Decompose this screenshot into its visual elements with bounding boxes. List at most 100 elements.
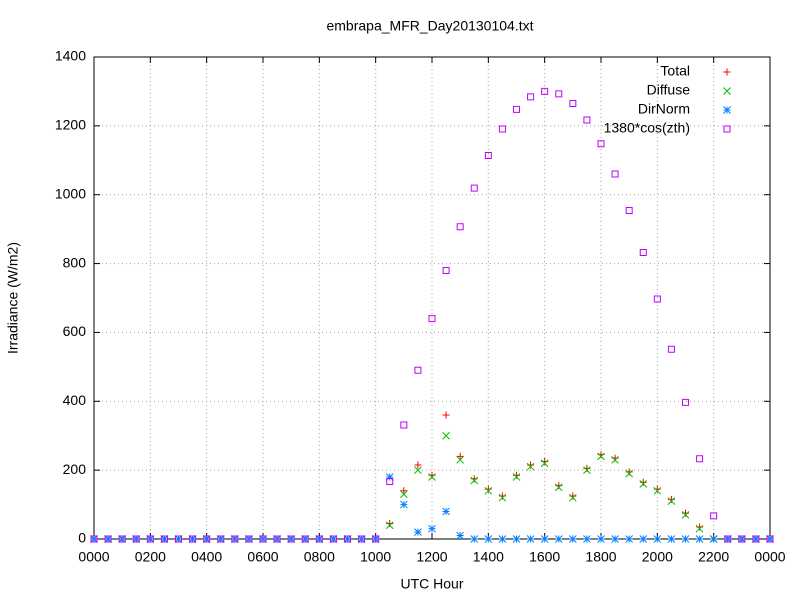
data-point xyxy=(766,535,774,543)
data-point xyxy=(358,535,366,543)
plot-frame xyxy=(93,56,771,540)
legend-marker xyxy=(723,87,731,95)
data-point xyxy=(667,535,676,543)
data-point xyxy=(569,99,577,107)
data-point xyxy=(357,535,366,543)
x-tick-label: 1600 xyxy=(529,549,560,565)
data-point xyxy=(414,528,422,536)
data-point xyxy=(428,471,436,479)
data-point xyxy=(653,485,661,493)
data-point xyxy=(569,492,577,500)
y-tick-label: 0 xyxy=(78,530,86,546)
x-tick-label: 0600 xyxy=(247,549,278,565)
legend-label: 1380*cos(zth) xyxy=(604,120,690,136)
data-point xyxy=(498,125,506,133)
data-point xyxy=(231,535,239,543)
data-point xyxy=(245,535,253,543)
data-point xyxy=(709,535,718,543)
data-point xyxy=(710,512,718,520)
data-point xyxy=(399,500,408,509)
x-tick-label: 1200 xyxy=(416,549,447,565)
data-point xyxy=(554,535,563,543)
data-point xyxy=(188,535,197,543)
data-point xyxy=(174,535,183,543)
data-point xyxy=(554,483,563,492)
data-point xyxy=(230,535,239,543)
data-point xyxy=(541,87,549,95)
data-point xyxy=(104,535,112,543)
data-point xyxy=(442,507,450,516)
y-tick-label: 400 xyxy=(63,392,87,408)
x-tick-label: 0400 xyxy=(191,549,222,565)
data-point xyxy=(385,473,394,481)
data-point xyxy=(399,490,408,499)
data-point xyxy=(541,458,549,466)
data-point xyxy=(470,475,478,483)
data-point xyxy=(597,535,605,543)
data-point xyxy=(273,535,281,543)
data-point xyxy=(160,535,169,543)
data-point xyxy=(456,452,464,460)
data-point xyxy=(470,535,479,543)
data-point xyxy=(400,421,408,429)
data-point xyxy=(611,535,619,543)
x-tick-label: 2000 xyxy=(642,549,673,565)
data-point xyxy=(484,486,493,495)
data-point xyxy=(625,207,633,215)
data-point xyxy=(90,535,98,543)
data-point xyxy=(216,535,225,543)
legend-marker xyxy=(723,106,731,114)
data-point xyxy=(273,535,281,543)
data-point xyxy=(597,140,605,148)
data-point xyxy=(526,535,535,543)
data-point xyxy=(498,493,507,502)
data-point xyxy=(555,90,563,98)
data-point xyxy=(442,266,450,274)
data-point xyxy=(583,464,591,472)
chart-title: embrapa_MFR_Day20130104.txt xyxy=(326,18,533,34)
data-point xyxy=(385,521,394,530)
data-point xyxy=(118,535,127,543)
data-point xyxy=(611,454,619,462)
data-point xyxy=(414,466,422,474)
data-point xyxy=(470,476,479,485)
data-point xyxy=(287,535,296,543)
data-point xyxy=(667,495,675,503)
data-point xyxy=(639,478,647,486)
data-point xyxy=(597,452,605,461)
data-point xyxy=(484,151,492,159)
legend-marker xyxy=(723,68,731,76)
data-point xyxy=(414,461,422,469)
x-tick-label: 0000 xyxy=(754,549,785,565)
data-point xyxy=(696,523,704,531)
data-point xyxy=(681,511,690,519)
data-point xyxy=(695,524,704,533)
data-point xyxy=(175,535,182,543)
y-tick-label: 200 xyxy=(63,461,87,477)
data-point xyxy=(540,459,549,468)
data-point xyxy=(160,535,168,543)
data-point xyxy=(555,482,563,490)
data-point xyxy=(104,535,112,543)
data-point xyxy=(400,487,408,495)
x-tick-label: 0800 xyxy=(304,549,335,565)
data-point xyxy=(498,492,506,500)
data-point xyxy=(456,223,464,231)
data-point xyxy=(681,535,690,543)
data-point xyxy=(414,366,422,374)
data-point xyxy=(723,535,732,543)
data-point xyxy=(696,455,704,463)
data-point xyxy=(259,535,267,543)
data-point xyxy=(695,535,704,543)
data-point xyxy=(287,535,295,543)
data-point xyxy=(428,524,436,533)
data-point xyxy=(752,535,760,543)
data-point xyxy=(639,249,647,257)
data-point xyxy=(568,493,577,502)
data-point xyxy=(484,485,492,493)
data-point xyxy=(301,535,309,543)
data-point xyxy=(315,535,323,543)
data-point xyxy=(132,535,140,543)
data-point xyxy=(611,455,619,464)
